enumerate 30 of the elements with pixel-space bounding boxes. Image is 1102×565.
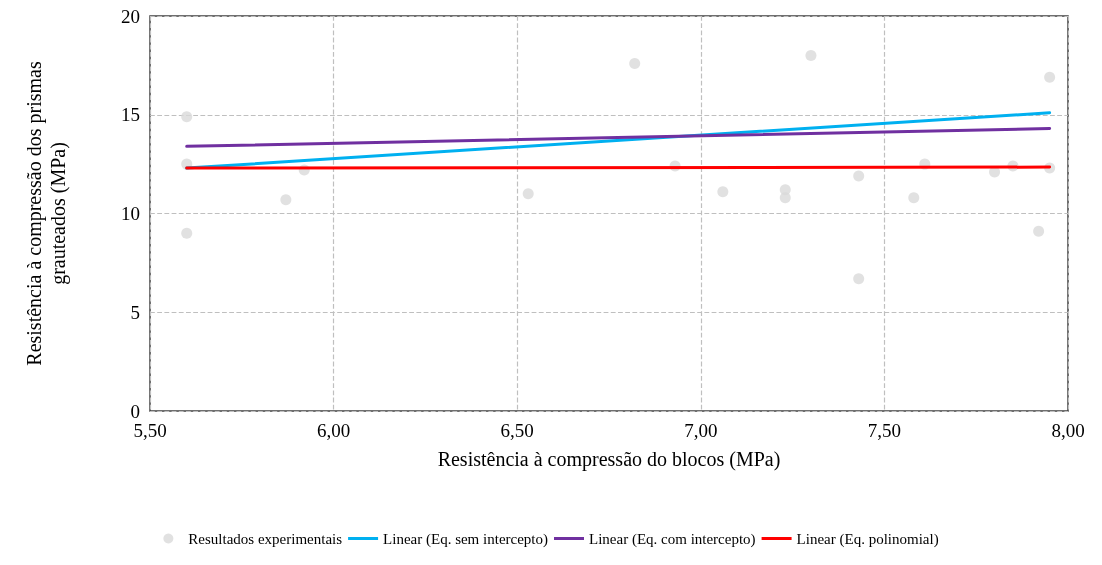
point bbox=[181, 227, 193, 239]
legend-label: Linear (Eq. sem intercepto) bbox=[383, 530, 549, 548]
y-tick-label: 10 bbox=[121, 203, 140, 224]
point bbox=[717, 186, 729, 198]
x-tick-label: 6,00 bbox=[316, 420, 351, 441]
point bbox=[908, 192, 920, 204]
point bbox=[181, 111, 193, 123]
legend-label: Linear (Eq. com intercepto) bbox=[589, 530, 756, 548]
x-tick-label: 5,50 bbox=[133, 420, 167, 441]
y-tick-label: 20 bbox=[121, 5, 140, 27]
point bbox=[853, 273, 865, 285]
x-tick-label: 7,50 bbox=[867, 420, 902, 441]
point bbox=[280, 194, 292, 206]
y-tick-label: 15 bbox=[121, 104, 140, 126]
point bbox=[1033, 225, 1045, 237]
y-axis-title: Resistência à compressão dos prismas grauteados (MPa) bbox=[23, 61, 70, 366]
x-tick-label: 6,50 bbox=[500, 420, 534, 441]
y-tick-label: 0 bbox=[130, 400, 140, 422]
x-axis-title: Resistência à compressão do blocos (MPa) bbox=[437, 448, 781, 471]
legend-label: Linear (Eq. polinomial) bbox=[796, 530, 939, 548]
point bbox=[1044, 71, 1056, 83]
point bbox=[805, 50, 817, 61]
point bbox=[522, 188, 534, 200]
y-tick-label: 5 bbox=[130, 301, 140, 323]
point bbox=[853, 170, 865, 182]
x-tick-label: 8,00 bbox=[1051, 420, 1085, 441]
legend-label: Resultados experimentais bbox=[188, 530, 343, 547]
point bbox=[779, 192, 791, 204]
x-tick-label: 7,00 bbox=[684, 420, 718, 441]
point bbox=[629, 57, 641, 69]
